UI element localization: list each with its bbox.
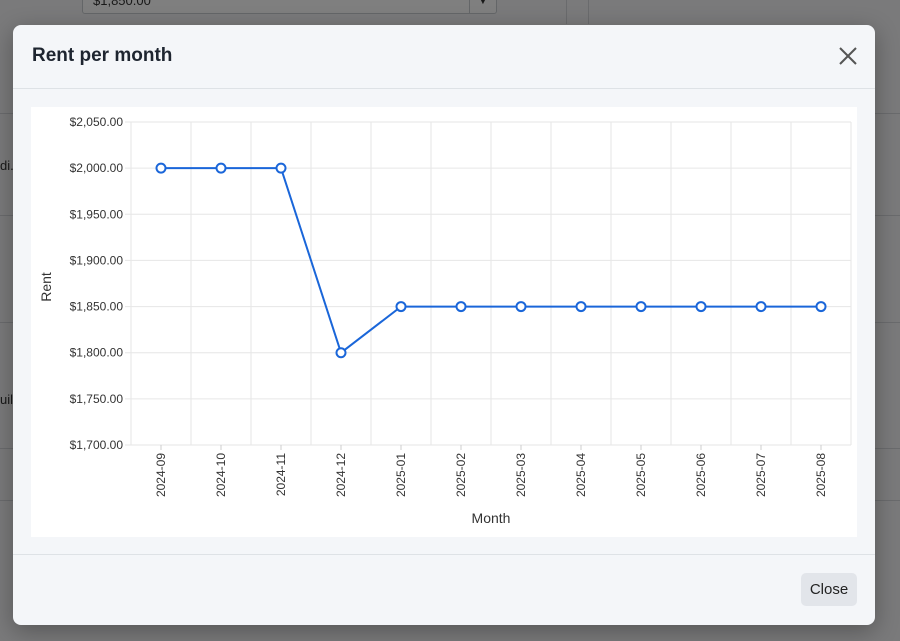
data-point xyxy=(335,347,347,359)
rent-line-chart: $1,700.00 $1,750.00 $1,800.00 $1,850.00 $1,9… xyxy=(38,115,852,526)
x-tick-label: 2025-05 xyxy=(634,453,648,497)
x-tick-label: 2025-03 xyxy=(514,453,528,497)
y-tick-label: $1,800.00 xyxy=(70,346,124,360)
data-point xyxy=(575,301,587,313)
x-tick-label: 2025-02 xyxy=(454,453,468,497)
y-tick-label: $2,000.00 xyxy=(70,161,124,175)
modal-header: Rent per month xyxy=(13,25,875,89)
data-point xyxy=(455,301,467,313)
y-tick-label: $2,050.00 xyxy=(70,115,124,129)
series-line xyxy=(161,167,821,355)
chart-container: $1,700.00 $1,750.00 $1,800.00 $1,850.00 $1,9… xyxy=(31,107,857,537)
x-tick-label: 2025-04 xyxy=(574,453,588,497)
close-button[interactable]: Close xyxy=(801,573,857,606)
y-grid xyxy=(125,121,851,446)
x-tick-label: 2024-09 xyxy=(154,453,168,497)
data-point xyxy=(815,301,827,313)
data-point xyxy=(215,162,227,174)
data-point xyxy=(695,301,707,313)
data-point xyxy=(515,301,527,313)
y-tick-label: $1,850.00 xyxy=(70,300,124,314)
data-point xyxy=(395,301,407,313)
x-tick-label: 2025-07 xyxy=(754,453,768,497)
x-tick-label: 2024-10 xyxy=(214,453,228,497)
x-tick-label: 2024-11 xyxy=(274,453,288,496)
x-tick-label: 2025-01 xyxy=(394,453,408,497)
data-point xyxy=(155,162,167,174)
x-tick-label: 2025-06 xyxy=(694,453,708,497)
chart-modal: Rent per month $1,700.00 $1,750.00 $1,800.… xyxy=(13,25,875,625)
series-rent xyxy=(155,162,827,359)
y-tick-label: $1,950.00 xyxy=(70,207,124,221)
x-axis-label: Month xyxy=(472,510,511,526)
y-axis-label: Rent xyxy=(38,272,54,302)
y-tick-label: $1,700.00 xyxy=(70,438,124,452)
modal-footer: Close xyxy=(13,554,875,625)
close-icon[interactable] xyxy=(837,45,859,67)
x-tick-label: 2024-12 xyxy=(334,453,348,497)
y-axis: $1,700.00 $1,750.00 $1,800.00 $1,850.00 $1,9… xyxy=(70,115,124,452)
modal-title: Rent per month xyxy=(32,45,173,66)
data-point xyxy=(275,162,287,174)
data-point xyxy=(755,301,767,313)
x-axis: 2024-09 2024-10 2024-11 2024-12 2025-01 2025-… xyxy=(154,445,828,497)
x-grid xyxy=(130,122,852,445)
x-tick-label: 2025-08 xyxy=(814,453,828,497)
data-point xyxy=(635,301,647,313)
y-tick-label: $1,750.00 xyxy=(70,392,124,406)
y-tick-label: $1,900.00 xyxy=(70,253,124,267)
